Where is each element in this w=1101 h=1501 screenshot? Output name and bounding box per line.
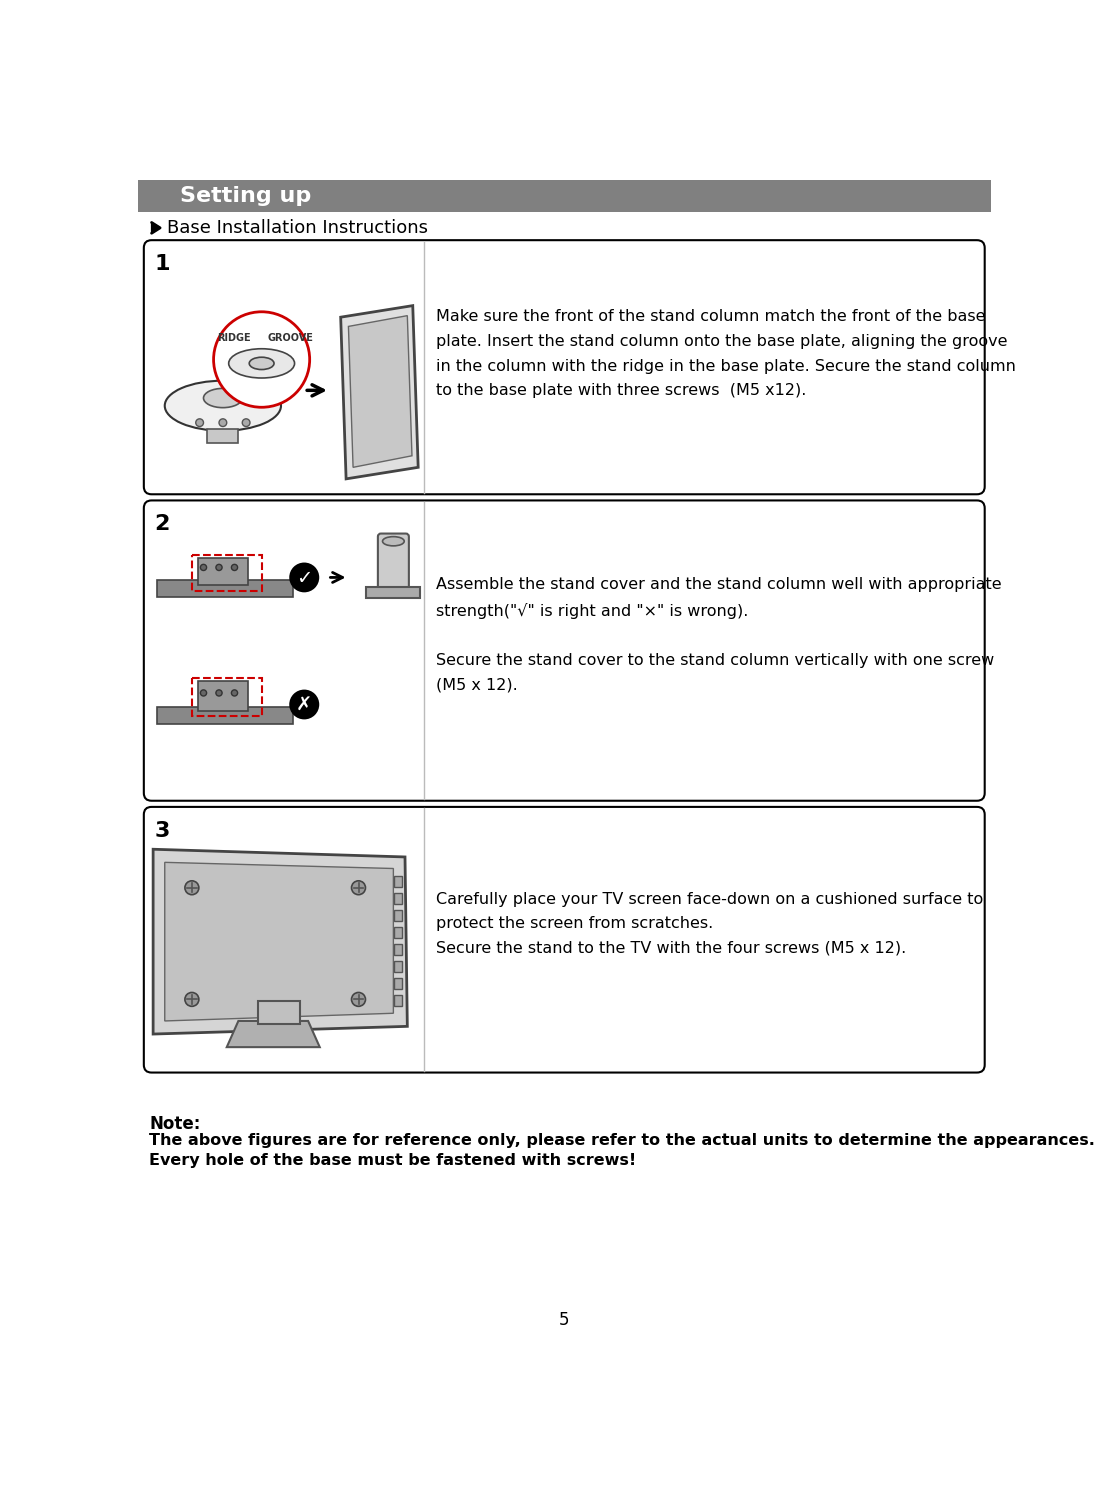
FancyBboxPatch shape: [394, 961, 402, 971]
FancyBboxPatch shape: [144, 808, 984, 1073]
Polygon shape: [348, 315, 412, 467]
Text: The above figures are for reference only, please refer to the actual units to de: The above figures are for reference only…: [150, 1133, 1095, 1148]
Ellipse shape: [229, 348, 295, 378]
Text: 2: 2: [154, 515, 170, 534]
Text: 1: 1: [154, 254, 171, 275]
FancyBboxPatch shape: [198, 558, 249, 585]
Circle shape: [219, 419, 227, 426]
FancyBboxPatch shape: [144, 500, 984, 800]
Text: ✗: ✗: [296, 696, 313, 714]
Polygon shape: [152, 222, 160, 233]
Polygon shape: [340, 306, 418, 479]
Ellipse shape: [382, 537, 404, 546]
Text: Note:: Note:: [150, 1115, 200, 1133]
Text: RIDGE: RIDGE: [217, 333, 250, 342]
FancyBboxPatch shape: [198, 681, 249, 710]
Text: Make sure the front of the stand column match the front of the base
plate. Inser: Make sure the front of the stand column …: [436, 309, 1016, 398]
FancyBboxPatch shape: [144, 240, 984, 494]
FancyBboxPatch shape: [394, 995, 402, 1006]
Text: Carefully place your TV screen face-down on a cushioned surface to
protect the s: Carefully place your TV screen face-down…: [436, 892, 983, 956]
Circle shape: [351, 881, 366, 895]
Circle shape: [216, 564, 222, 570]
Text: Every hole of the base must be fastened with screws!: Every hole of the base must be fastened …: [150, 1153, 636, 1168]
Circle shape: [185, 881, 199, 895]
Circle shape: [214, 312, 309, 407]
Circle shape: [216, 690, 222, 696]
Circle shape: [291, 690, 318, 719]
FancyBboxPatch shape: [394, 877, 402, 887]
FancyBboxPatch shape: [394, 910, 402, 920]
Polygon shape: [227, 1021, 319, 1048]
FancyBboxPatch shape: [394, 893, 402, 904]
Ellipse shape: [165, 381, 281, 431]
Polygon shape: [165, 863, 393, 1021]
Text: 5: 5: [558, 1310, 569, 1328]
FancyBboxPatch shape: [258, 1001, 301, 1024]
Circle shape: [185, 992, 199, 1006]
Text: GROOVE: GROOVE: [268, 333, 314, 342]
FancyBboxPatch shape: [157, 707, 293, 723]
Circle shape: [200, 690, 207, 696]
FancyBboxPatch shape: [138, 180, 991, 213]
Circle shape: [231, 564, 238, 570]
FancyBboxPatch shape: [367, 587, 421, 599]
Circle shape: [351, 992, 366, 1006]
Text: Setting up: Setting up: [181, 186, 312, 206]
Text: 3: 3: [154, 821, 170, 841]
FancyBboxPatch shape: [394, 944, 402, 955]
Text: Assemble the stand cover and the stand column well with appropriate
strength("√": Assemble the stand cover and the stand c…: [436, 578, 1002, 692]
Ellipse shape: [204, 389, 242, 408]
FancyBboxPatch shape: [394, 977, 402, 989]
Circle shape: [231, 690, 238, 696]
Ellipse shape: [249, 357, 274, 369]
Text: ✓: ✓: [296, 569, 313, 588]
FancyBboxPatch shape: [378, 533, 408, 594]
FancyBboxPatch shape: [157, 579, 293, 597]
Circle shape: [242, 419, 250, 426]
Polygon shape: [153, 850, 407, 1034]
FancyBboxPatch shape: [394, 928, 402, 938]
Text: Base Installation Instructions: Base Installation Instructions: [167, 219, 428, 237]
Circle shape: [200, 564, 207, 570]
Circle shape: [291, 563, 318, 591]
FancyBboxPatch shape: [207, 429, 239, 443]
Circle shape: [196, 419, 204, 426]
